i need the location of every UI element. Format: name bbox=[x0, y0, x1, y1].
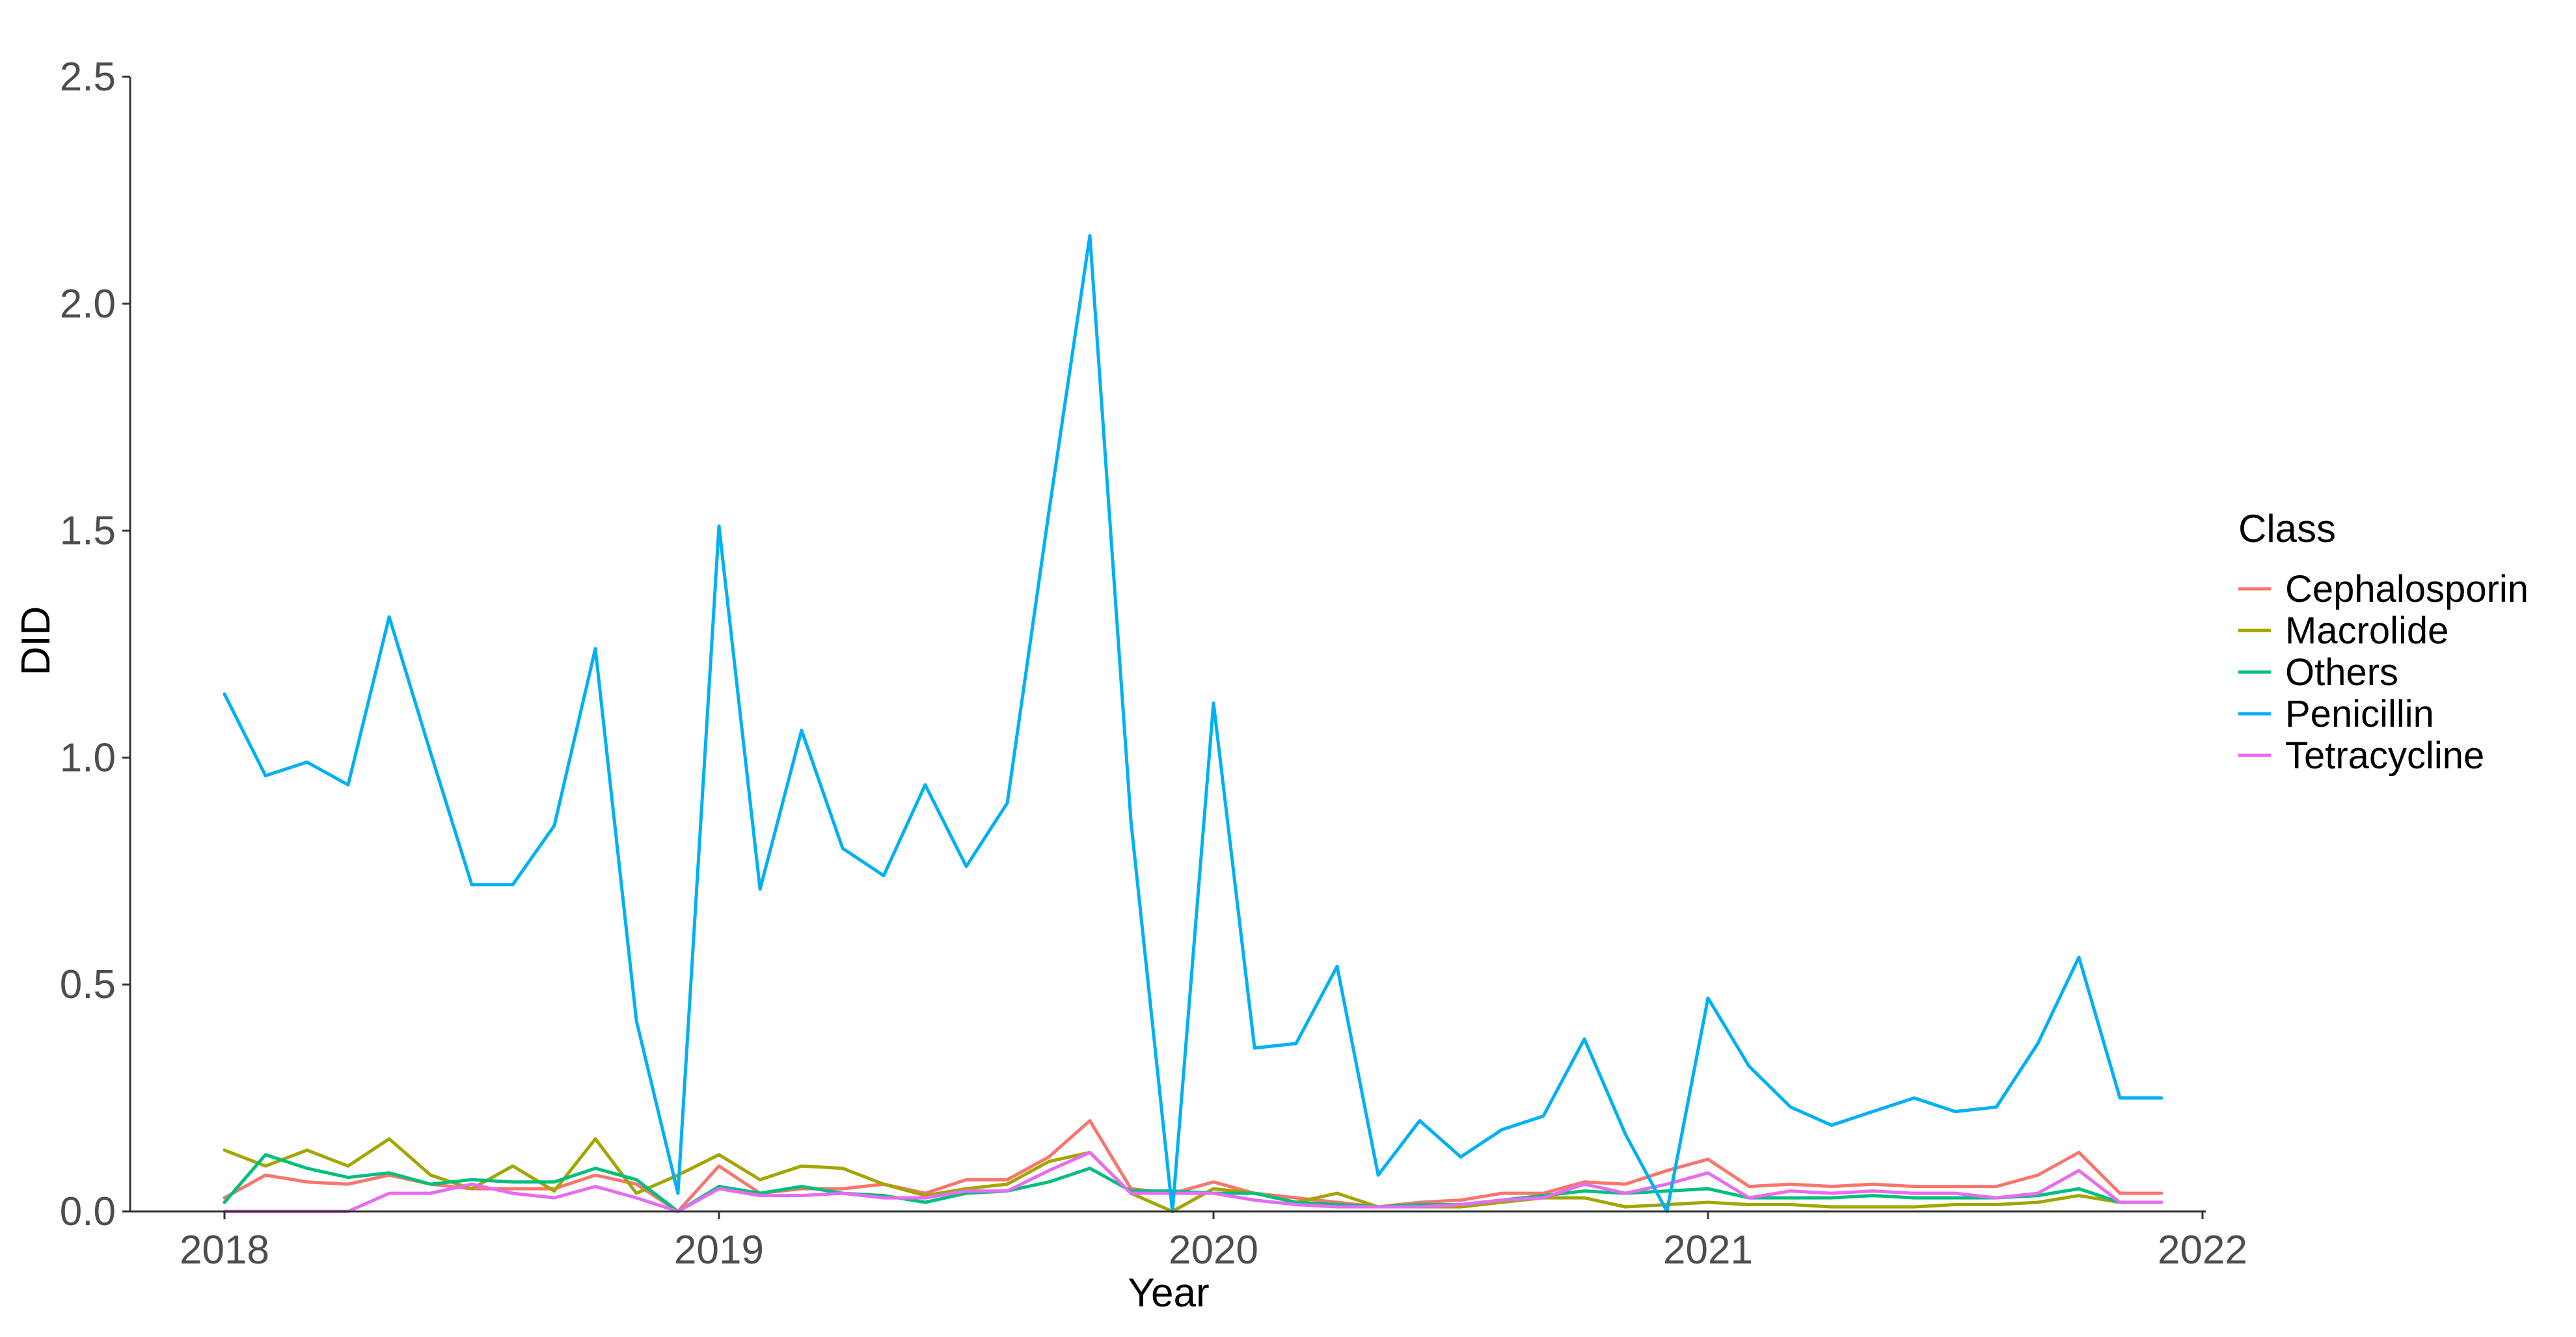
legend-label-cephalosporin: Cephalosporin bbox=[2285, 568, 2529, 610]
legend: Class CephalosporinMacrolideOthersPenici… bbox=[2238, 507, 2529, 777]
y-axis-ticks: 0.0 0.5 1.0 1.5 2.0 2.5 bbox=[60, 55, 130, 1234]
x-axis-ticks: 2018 2019 2020 2021 2022 bbox=[180, 1211, 2247, 1273]
y-tick-label: 2.5 bbox=[60, 55, 116, 100]
legend-items: CephalosporinMacrolideOthersPenicillinTe… bbox=[2238, 568, 2529, 777]
x-tick-label: 2018 bbox=[180, 1228, 269, 1273]
x-axis-title: Year bbox=[1128, 1271, 1209, 1316]
x-tick-label: 2019 bbox=[674, 1228, 764, 1273]
y-tick-label: 1.5 bbox=[60, 509, 116, 554]
series-layer bbox=[223, 234, 2163, 1213]
series-line-macrolide bbox=[223, 1137, 2163, 1213]
y-tick-label: 2.0 bbox=[60, 282, 116, 327]
y-tick-label: 0.5 bbox=[60, 962, 116, 1007]
legend-label-penicillin: Penicillin bbox=[2285, 693, 2434, 735]
y-tick-label: 0.0 bbox=[60, 1189, 116, 1234]
x-tick-label: 2022 bbox=[2158, 1228, 2247, 1273]
y-tick-label: 1.0 bbox=[60, 735, 116, 780]
x-tick-label: 2021 bbox=[1663, 1228, 1753, 1273]
legend-label-others: Others bbox=[2285, 651, 2398, 694]
legend-label-tetracycline: Tetracycline bbox=[2285, 735, 2484, 777]
x-tick-label: 2020 bbox=[1169, 1228, 1258, 1273]
series-line-tetracycline bbox=[223, 1150, 2163, 1213]
legend-title: Class bbox=[2238, 507, 2336, 550]
legend-label-macrolide: Macrolide bbox=[2285, 610, 2448, 652]
y-axis-title: DID bbox=[14, 606, 59, 676]
series-line-penicillin bbox=[223, 234, 2163, 1213]
